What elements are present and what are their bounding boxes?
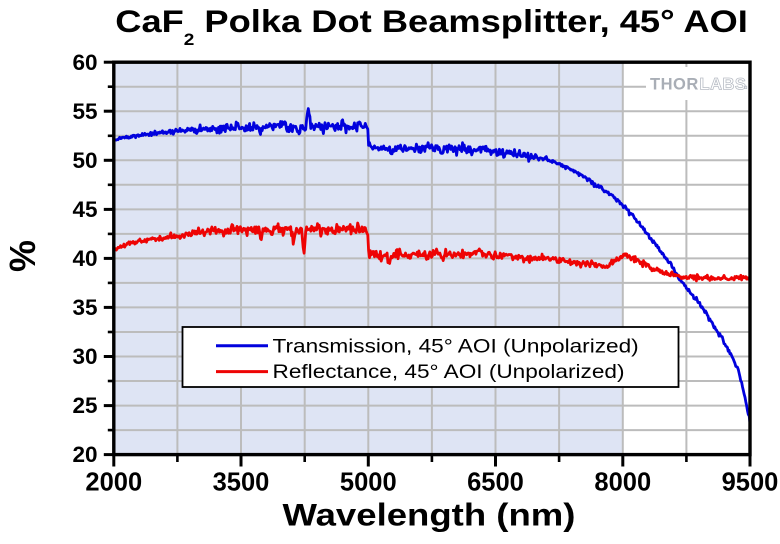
svg-text:25: 25 [72, 393, 97, 418]
svg-text:%: % [2, 240, 43, 272]
svg-text:30: 30 [72, 344, 97, 369]
svg-text:45: 45 [72, 197, 97, 222]
svg-text:5000: 5000 [340, 468, 397, 496]
svg-text:Reflectance, 45° AOI (Unpolari: Reflectance, 45° AOI (Unpolarized) [273, 362, 625, 383]
svg-text:LABS: LABS [700, 76, 747, 94]
svg-text:20: 20 [72, 442, 97, 467]
svg-text:THOR: THOR [650, 76, 699, 94]
svg-text:3500: 3500 [213, 468, 270, 496]
svg-text:35: 35 [72, 295, 97, 320]
svg-text:55: 55 [72, 99, 97, 124]
svg-text:9500: 9500 [722, 468, 779, 496]
svg-text:Transmission, 45° AOI (Unpolar: Transmission, 45° AOI (Unpolarized) [273, 336, 639, 357]
svg-text:60: 60 [72, 50, 97, 75]
svg-text:50: 50 [72, 148, 97, 173]
svg-text:6500: 6500 [467, 468, 524, 496]
svg-text:Wavelength (nm): Wavelength (nm) [282, 498, 575, 533]
svg-text:2000: 2000 [85, 468, 142, 496]
svg-text:40: 40 [72, 246, 97, 271]
svg-text:8000: 8000 [594, 468, 651, 496]
